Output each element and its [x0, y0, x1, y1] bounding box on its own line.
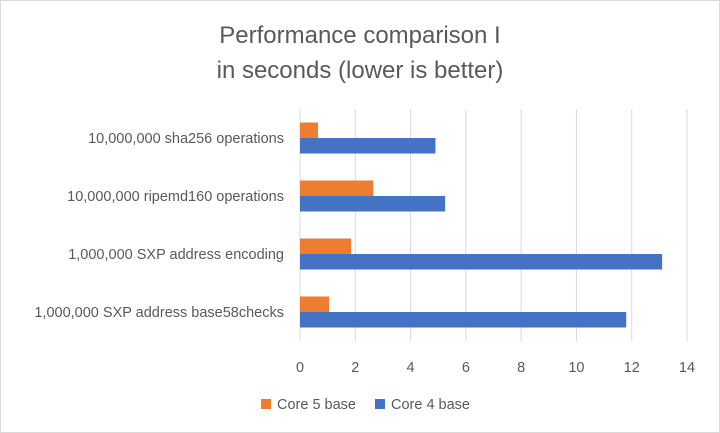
bar-core-5-0 — [300, 122, 318, 138]
legend-swatch-core-4 — [375, 399, 385, 409]
category-label-0: 10,000,000 sha256 operations — [88, 131, 284, 147]
x-tick-label-5: 10 — [568, 360, 584, 376]
bar-core-4-2 — [300, 254, 663, 270]
bar-core-5-3 — [300, 296, 330, 312]
category-labels: 10,000,000 sha256 operations 10,000,000 r… — [34, 131, 284, 321]
legend-label-core-4: Core 4 base — [391, 397, 470, 413]
category-label-1: 10,000,000 ripemd160 operations — [67, 189, 284, 205]
bars — [300, 122, 663, 328]
bar-core-5-2 — [300, 238, 352, 254]
legend-swatch-core-5 — [261, 399, 271, 409]
bar-core-4-3 — [300, 312, 627, 328]
x-tick-label-3: 6 — [462, 360, 470, 376]
x-tick-label-6: 12 — [624, 360, 640, 376]
bar-core-5-1 — [300, 180, 374, 196]
category-label-3: 1,000,000 SXP address base58checks — [34, 305, 284, 321]
x-tick-label-7: 14 — [679, 360, 695, 376]
bar-core-4-1 — [300, 196, 446, 212]
legend: Core 5 base Core 4 base — [261, 397, 470, 413]
legend-label-core-5: Core 5 base — [277, 397, 356, 413]
x-tick-label-2: 4 — [407, 360, 415, 376]
category-label-2: 1,000,000 SXP address encoding — [68, 247, 284, 263]
chart-title: Performance comparison I — [219, 22, 500, 49]
x-tick-label-4: 8 — [517, 360, 525, 376]
x-tick-label-1: 2 — [351, 360, 359, 376]
x-tick-label-0: 0 — [296, 360, 304, 376]
x-tick-labels: 0 2 4 6 8 10 12 14 — [296, 360, 695, 376]
bar-core-4-0 — [300, 138, 436, 154]
chart-subtitle: in seconds (lower is better) — [217, 57, 504, 84]
